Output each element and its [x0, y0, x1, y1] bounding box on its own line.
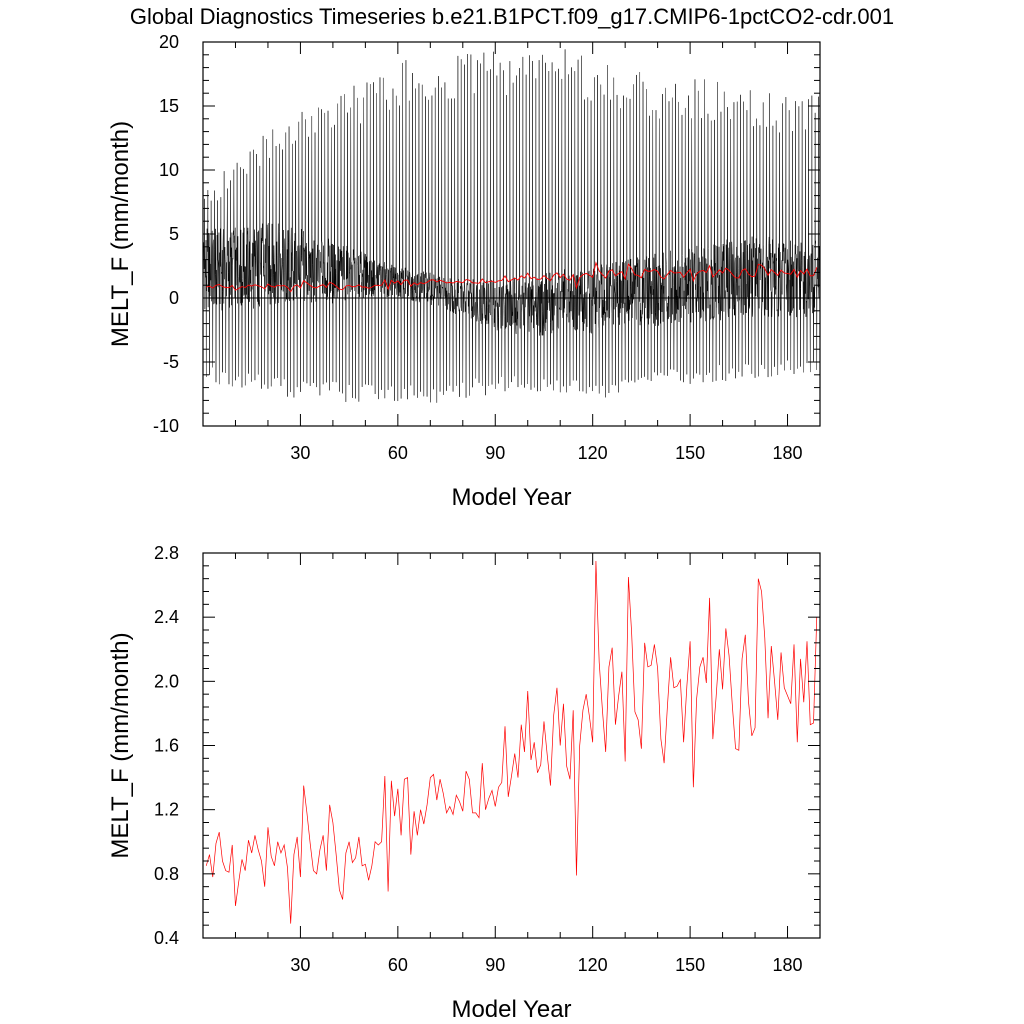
x-tick-label: 120: [578, 955, 608, 975]
x-tick-label: 30: [290, 955, 310, 975]
annual-mean-line: [205, 561, 818, 924]
y-tick-label: 1.2: [154, 800, 179, 820]
plot-area: [203, 49, 820, 403]
y-tick-label: 0: [169, 288, 179, 308]
y-tick-label: 2.4: [154, 607, 179, 627]
y-tick-label: 1.6: [154, 736, 179, 756]
y-tick-label: 5: [169, 224, 179, 244]
y-tick-label: 20: [159, 32, 179, 52]
x-axis-label: Model Year: [451, 484, 571, 511]
plot-frame: [202, 552, 821, 939]
y-axis-label: MELT_F (mm/month): [107, 121, 134, 347]
y-tick-label: -10: [153, 416, 179, 436]
y-tick-label: -5: [163, 352, 179, 372]
x-axis-label: Model Year: [451, 996, 571, 1023]
y-tick-label: 2.8: [154, 543, 179, 563]
x-tick-label: 60: [388, 443, 408, 463]
monthly-series-line: [203, 49, 820, 403]
x-tick-label: 30: [290, 443, 310, 463]
chart-title: Global Diagnostics Timeseries b.e21.B1PC…: [130, 4, 894, 29]
x-tick-label: 60: [388, 955, 408, 975]
top-panel: 30 60 90 120 150 180 -10 -5 0 5 10 15 20 Model Year ME…: [107, 32, 821, 511]
x-tick-label: 120: [578, 443, 608, 463]
x-tick-label: 150: [675, 955, 705, 975]
y-tick-label: 15: [159, 96, 179, 116]
y-tick-label: 0.4: [154, 928, 179, 948]
x-tick-label: 90: [485, 955, 505, 975]
annual-mean-line: [206, 261, 818, 293]
x-tick-label: 90: [485, 443, 505, 463]
y-tick-label: 0.8: [154, 864, 179, 884]
x-tick-label: 180: [773, 443, 803, 463]
x-tick-label: 180: [773, 955, 803, 975]
bottom-panel: 30 60 90 120 150 180 0.4 0.8 1.2 1.6 2.0 2.4 2.8 Mode…: [107, 543, 821, 1023]
y-tick-label: 10: [159, 160, 179, 180]
plot-area: [205, 561, 818, 924]
y-tick-label: 2.0: [154, 671, 179, 691]
y-axis-label: MELT_F (mm/month): [107, 632, 134, 858]
x-tick-label: 150: [675, 443, 705, 463]
